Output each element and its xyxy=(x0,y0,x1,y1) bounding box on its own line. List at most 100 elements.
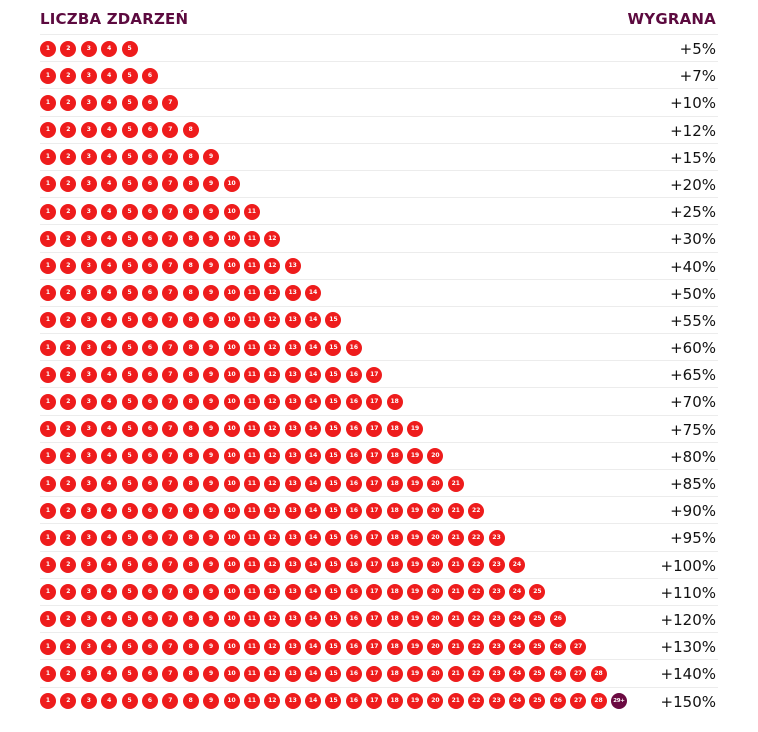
event-ball: 5 xyxy=(121,40,138,57)
event-ball: 20 xyxy=(427,638,444,655)
event-ball: 11 xyxy=(243,529,260,546)
event-ball: 4 xyxy=(101,230,118,247)
event-ball: 1 xyxy=(40,339,56,356)
table-row: 1 2 3 4 5 6 7 8 9 10 11 12 13 14 15 16 +60% xyxy=(40,334,718,362)
event-ball: 3 xyxy=(80,285,97,302)
event-ball: 2 xyxy=(60,693,77,709)
event-ball: 5 xyxy=(121,176,138,193)
event-ball: 25 xyxy=(529,638,546,655)
event-ball: 19 xyxy=(407,611,424,628)
event-ball: 5 xyxy=(121,448,138,465)
event-ball: 4 xyxy=(101,122,118,139)
table-row: 1 2 3 4 5 6 7 8 9 10 11 12 13 14 15 16 17 18 19 20 21 22 23 24 2… xyxy=(40,579,718,606)
event-ball: 11 xyxy=(243,557,260,574)
event-ball: 8 xyxy=(182,475,199,492)
event-ball: 9 xyxy=(203,693,220,709)
event-ball: 13 xyxy=(284,529,301,546)
event-ball: 10 xyxy=(223,258,240,274)
table-row: 1 2 3 4 5 6 7 8 9 10 11 12 13 14 +50% xyxy=(40,280,718,307)
event-ball: 7 xyxy=(162,258,179,274)
event-ball: 19 xyxy=(407,502,424,519)
event-ball: 21 xyxy=(447,475,464,492)
table-row: 1 2 3 4 5 6 7 8 9 +15% xyxy=(40,144,718,171)
event-ball: 2 xyxy=(60,475,77,492)
event-ball: 17 xyxy=(366,611,383,628)
event-ball: 17 xyxy=(366,448,383,465)
event-ball: 3 xyxy=(80,230,97,247)
event-ball: 16 xyxy=(345,448,362,465)
event-ball: 7 xyxy=(162,448,179,465)
event-ball: 7 xyxy=(162,94,179,111)
event-ball: 6 xyxy=(141,529,158,546)
event-ball: 7 xyxy=(162,285,179,302)
event-ball: 25 xyxy=(529,584,546,601)
event-balls: 1 2 3 4 5 6 7 8 9 10 11 12 13 14 15 16 17 xyxy=(40,366,387,383)
event-ball: 14 xyxy=(305,557,322,574)
event-ball: 5 xyxy=(121,665,138,682)
event-ball: 10 xyxy=(223,230,240,247)
event-ball: 8 xyxy=(182,230,199,247)
event-ball: 1 xyxy=(40,67,56,84)
table-row: 1 2 3 4 5 6 7 8 9 10 11 12 13 14 15 16 17 18 19 20 21 22 23 +95… xyxy=(40,524,718,552)
event-ball: 10 xyxy=(223,502,240,519)
event-ball: 10 xyxy=(223,393,240,410)
event-ball: 3 xyxy=(80,475,97,492)
event-ball: 6 xyxy=(141,421,158,438)
event-ball: 7 xyxy=(162,421,179,438)
bonus-value: +25% xyxy=(670,203,716,222)
event-ball: 22 xyxy=(468,693,485,709)
event-ball: 25 xyxy=(529,693,546,709)
event-ball: 3 xyxy=(80,366,97,383)
event-ball: 7 xyxy=(162,638,179,655)
event-ball: 12 xyxy=(264,448,281,465)
event-balls: 1 2 3 4 5 6 7 8 9 10 11 12 13 14 15 16 17 18 19 20 21 22 xyxy=(40,502,489,519)
event-ball: 19 xyxy=(407,665,424,682)
event-ball: 15 xyxy=(325,475,342,492)
table-row: 1 2 3 4 5 6 7 8 9 10 11 12 13 14 15 16 17 18 19 +75% xyxy=(40,416,718,443)
event-ball: 7 xyxy=(162,693,179,709)
event-ball: 19 xyxy=(407,584,424,601)
event-ball: 23 xyxy=(488,665,505,682)
event-ball: 9 xyxy=(203,448,220,465)
event-ball: 15 xyxy=(325,312,342,329)
event-ball: 15 xyxy=(325,339,342,356)
event-ball: 5 xyxy=(121,67,138,84)
event-ball: 8 xyxy=(182,366,199,383)
bonus-value: +40% xyxy=(670,257,716,276)
event-ball: 7 xyxy=(162,475,179,492)
event-ball: 4 xyxy=(101,638,118,655)
event-ball: 13 xyxy=(284,312,301,329)
event-ball: 2 xyxy=(60,122,77,139)
event-ball: 14 xyxy=(305,312,322,329)
event-ball: 4 xyxy=(101,393,118,410)
event-ball: 15 xyxy=(325,393,342,410)
event-ball: 2 xyxy=(60,584,77,601)
event-ball: 2 xyxy=(60,67,77,84)
event-ball: 9 xyxy=(203,203,220,220)
event-ball: 10 xyxy=(223,312,240,329)
event-ball: 22 xyxy=(468,502,485,519)
event-ball: 18 xyxy=(386,557,403,574)
event-ball: 24 xyxy=(508,557,525,574)
event-ball: 10 xyxy=(223,421,240,438)
event-ball: 23 xyxy=(488,693,505,709)
event-ball: 14 xyxy=(305,339,322,356)
event-ball: 14 xyxy=(305,693,322,709)
bonus-value: +140% xyxy=(660,665,716,684)
event-ball: 7 xyxy=(162,584,179,601)
event-ball: 1 xyxy=(40,312,56,329)
event-ball: 8 xyxy=(182,502,199,519)
bonus-value: +65% xyxy=(670,366,716,385)
event-ball: 12 xyxy=(264,638,281,655)
event-ball: 11 xyxy=(243,230,260,247)
event-ball: 15 xyxy=(325,638,342,655)
event-ball: 17 xyxy=(366,557,383,574)
event-ball: 2 xyxy=(60,502,77,519)
event-ball: 2 xyxy=(60,339,77,356)
event-ball: 3 xyxy=(80,529,97,546)
bonus-value: +80% xyxy=(670,447,716,466)
event-ball: 11 xyxy=(243,475,260,492)
event-ball: 9 xyxy=(203,230,220,247)
event-ball: 8 xyxy=(182,529,199,546)
